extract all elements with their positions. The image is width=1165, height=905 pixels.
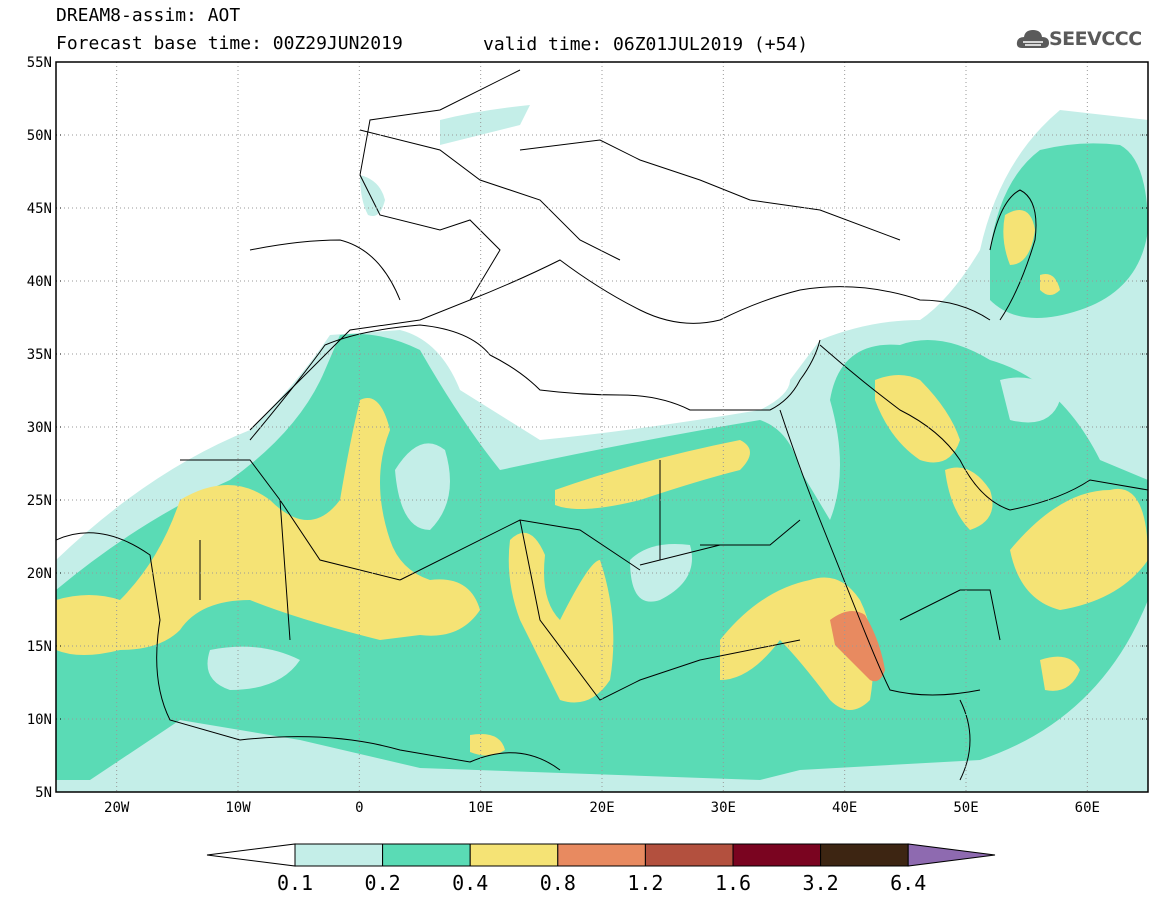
- coastlines: [56, 69, 1148, 781]
- colorbar-swatch: [732, 843, 822, 867]
- aot-field-high: [1003, 210, 1035, 265]
- map-frame: [55, 61, 1149, 793]
- logo-text: SEEVCCC: [1049, 28, 1142, 50]
- lat-label: 25N: [27, 493, 52, 509]
- lat-label: 40N: [27, 274, 52, 290]
- colorbar-swatch: [469, 843, 559, 867]
- aot-field-high: [56, 398, 480, 655]
- aot-field-very-high: [830, 611, 885, 682]
- aot-field-light: [207, 646, 300, 690]
- colorbar-swatch: [382, 843, 471, 867]
- lon-label: 20E: [589, 800, 614, 816]
- aot-field-light: [1000, 377, 1060, 423]
- lat-label: 20N: [27, 566, 52, 582]
- forecast-base-time: Forecast base time: 00Z29JUN2019: [56, 33, 403, 54]
- latitude-labels: 55N 50N 45N 40N 35N 30N 25N 20N 15N 10N 5N: [27, 55, 52, 801]
- lat-label: 5N: [35, 785, 52, 801]
- colorbar-low-arrow: [206, 843, 296, 867]
- colorbar-label: 0.8: [540, 871, 576, 895]
- colorbar-swatch: [820, 843, 909, 867]
- colorbar-label: 0.2: [365, 871, 401, 895]
- colorbar-label: 1.6: [715, 871, 751, 895]
- aot-field-high: [1040, 656, 1080, 691]
- aot-field-high: [470, 734, 505, 756]
- lat-label: 15N: [27, 639, 52, 655]
- cloud-icon: [1016, 30, 1049, 48]
- valid-time: valid time: 06Z01JUL2019 (+54): [483, 34, 809, 55]
- aot-field-light: [360, 175, 385, 216]
- aot-field-medium: [990, 143, 1148, 318]
- colorbar-swatch: [557, 843, 646, 867]
- lat-label: 10N: [27, 712, 52, 728]
- lon-label: 40E: [832, 800, 857, 816]
- aot-field-high: [555, 440, 750, 509]
- colorbar-swatch: [644, 843, 734, 867]
- colorbar-swatch: [294, 843, 384, 867]
- aot-field-high: [1010, 488, 1148, 610]
- lon-label: 0: [355, 800, 363, 816]
- colorbar-label: 1.2: [627, 871, 663, 895]
- map-title: DREAM8-assim: AOT: [56, 5, 241, 26]
- lat-label: 50N: [27, 128, 52, 144]
- lon-label: 20W: [104, 800, 130, 816]
- aot-field-high: [945, 467, 993, 530]
- colorbar-label: 0.1: [277, 871, 313, 895]
- aot-field-high: [720, 577, 874, 710]
- lat-label: 45N: [27, 201, 52, 217]
- colorbar-label: 6.4: [890, 871, 926, 895]
- lat-label: 35N: [27, 347, 52, 363]
- aot-field-light: [440, 105, 530, 145]
- lon-label: 50E: [953, 800, 978, 816]
- colorbar-label: 0.4: [452, 871, 488, 895]
- lon-label: 30E: [711, 800, 736, 816]
- aot-field-high: [508, 532, 614, 703]
- aot-field-light: [395, 443, 450, 530]
- seevccc-logo: [1016, 24, 1156, 54]
- lon-label: 10W: [225, 800, 251, 816]
- lon-label: 10E: [468, 800, 493, 816]
- colorbar-label: 3.2: [803, 871, 839, 895]
- aot-field-high: [875, 375, 960, 463]
- lat-label: 30N: [27, 420, 52, 436]
- colorbar-high-arrow: [907, 843, 996, 867]
- aot-field-high: [1040, 274, 1060, 295]
- lat-label: 55N: [27, 55, 52, 71]
- colorbar: 0.1 0.2 0.4 0.8 1.2 1.6 3.2 6.4: [206, 843, 996, 895]
- lon-label: 60E: [1075, 800, 1100, 816]
- longitude-labels: 20W 10W 0 10E 20E 30E 40E 50E 60E: [104, 800, 1100, 816]
- lat-lon-grid: [56, 61, 1148, 793]
